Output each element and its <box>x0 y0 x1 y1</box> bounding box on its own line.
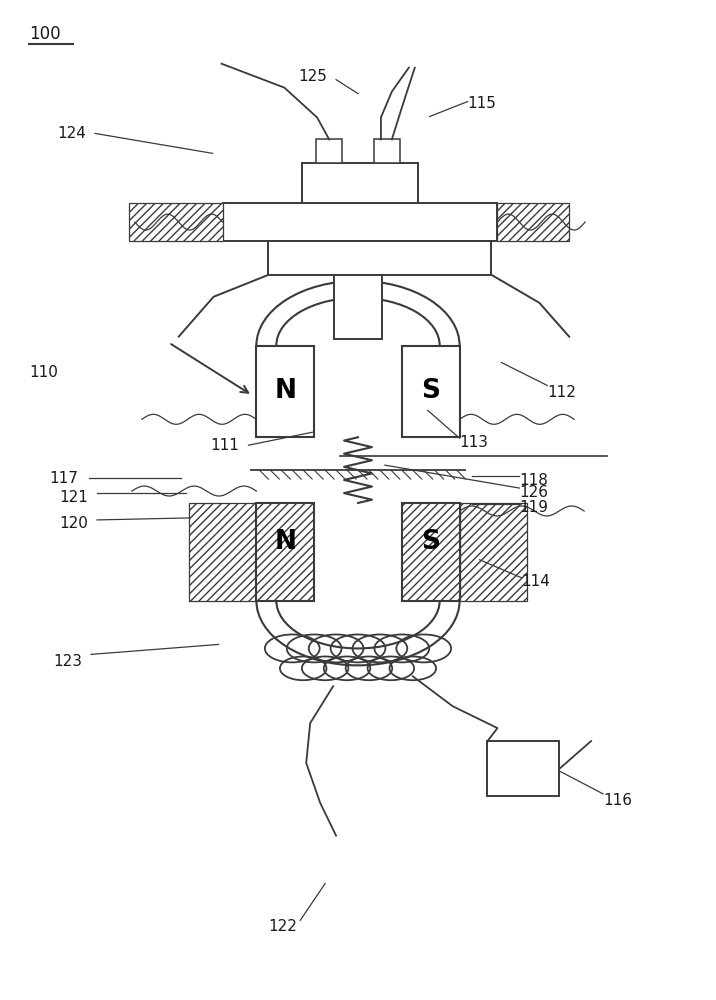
Text: 119: 119 <box>519 500 548 515</box>
Text: 100: 100 <box>29 25 61 43</box>
Bar <box>129 203 223 241</box>
Text: N: N <box>274 378 296 404</box>
Text: 112: 112 <box>547 385 576 400</box>
Bar <box>402 503 460 601</box>
Bar <box>256 346 314 437</box>
Text: N: N <box>274 529 296 555</box>
Text: S: S <box>421 378 440 404</box>
Bar <box>302 163 417 203</box>
Text: 120: 120 <box>59 516 88 531</box>
Text: 126: 126 <box>519 485 548 500</box>
Bar <box>334 275 382 339</box>
Text: 121: 121 <box>59 490 88 505</box>
Text: 117: 117 <box>49 471 78 486</box>
Text: 115: 115 <box>468 96 496 111</box>
Text: 118: 118 <box>519 473 548 488</box>
Text: 123: 123 <box>53 654 82 669</box>
Bar <box>488 741 559 796</box>
Text: 125: 125 <box>299 69 327 84</box>
Bar <box>316 139 342 163</box>
Bar <box>256 503 314 601</box>
Text: 116: 116 <box>603 793 632 808</box>
Bar <box>188 503 256 601</box>
Bar <box>374 139 400 163</box>
Bar <box>460 503 528 601</box>
Bar <box>268 241 491 275</box>
Text: 122: 122 <box>268 919 297 934</box>
Text: 114: 114 <box>521 574 550 589</box>
Text: S: S <box>421 529 440 555</box>
Bar <box>498 203 569 241</box>
Text: 111: 111 <box>211 438 239 453</box>
Bar <box>223 203 498 241</box>
Bar <box>402 346 460 437</box>
Text: 113: 113 <box>460 435 488 450</box>
Text: 124: 124 <box>57 126 86 141</box>
Text: 110: 110 <box>29 365 58 380</box>
